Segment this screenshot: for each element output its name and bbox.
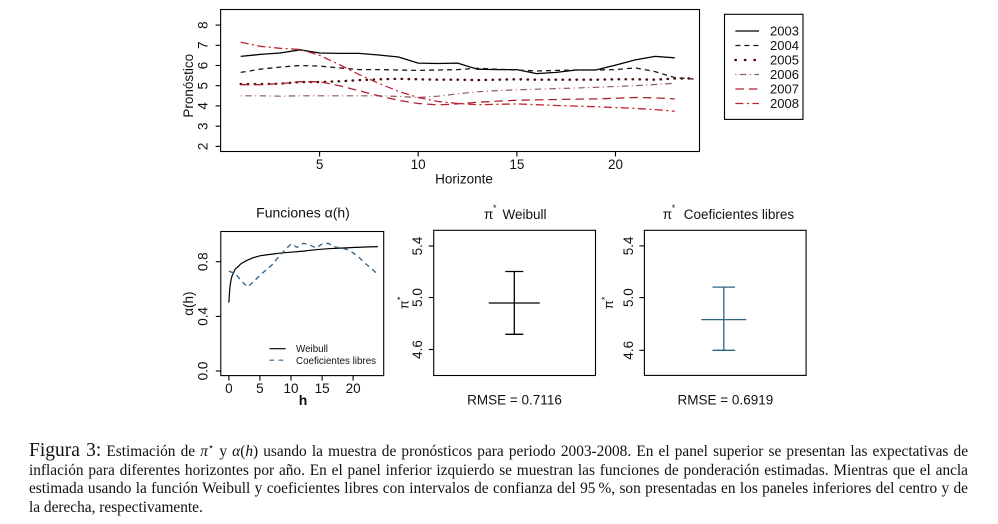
svg-text:Coeficientes libres: Coeficientes libres — [684, 207, 795, 222]
svg-text:RMSE = 0.7116: RMSE = 0.7116 — [467, 393, 562, 408]
svg-text:Funciones α(h): Funciones α(h) — [256, 205, 350, 221]
svg-text:10: 10 — [283, 381, 298, 396]
svg-text:*: * — [493, 203, 497, 213]
svg-text:2004: 2004 — [770, 38, 799, 53]
svg-text:20: 20 — [346, 381, 361, 396]
svg-text:0.0: 0.0 — [195, 362, 210, 381]
svg-text:6: 6 — [195, 62, 210, 70]
svg-text:2005: 2005 — [770, 53, 799, 68]
svg-text:Pronóstico: Pronóstico — [181, 54, 196, 118]
svg-text:5.0: 5.0 — [410, 288, 425, 307]
svg-text:5: 5 — [316, 157, 324, 172]
svg-text:5: 5 — [256, 381, 264, 396]
svg-text:*: * — [672, 203, 676, 213]
svg-text:α(h): α(h) — [181, 291, 196, 315]
svg-text:8: 8 — [195, 21, 210, 29]
svg-text:15: 15 — [509, 157, 524, 172]
svg-text:3: 3 — [195, 122, 210, 130]
svg-text:2: 2 — [195, 143, 210, 151]
svg-text:5.4: 5.4 — [621, 236, 636, 255]
svg-text:π: π — [663, 207, 672, 222]
svg-text:Horizonte: Horizonte — [435, 172, 493, 187]
svg-text:0: 0 — [225, 381, 233, 396]
svg-text:2006: 2006 — [770, 67, 799, 82]
svg-text:15: 15 — [315, 381, 330, 396]
svg-text:2008: 2008 — [770, 96, 799, 111]
svg-text:4: 4 — [195, 102, 210, 110]
svg-text:Coeficientes libres: Coeficientes libres — [296, 356, 376, 367]
svg-text:4.6: 4.6 — [410, 340, 425, 359]
svg-text:5.4: 5.4 — [410, 236, 425, 255]
svg-text:0.4: 0.4 — [195, 307, 210, 326]
svg-text:5: 5 — [195, 82, 210, 90]
svg-text:7: 7 — [195, 42, 210, 50]
svg-text:2007: 2007 — [770, 82, 799, 97]
svg-text:5.0: 5.0 — [621, 288, 636, 307]
svg-text:h: h — [299, 392, 308, 408]
svg-text:2003: 2003 — [770, 24, 799, 39]
svg-text:0.8: 0.8 — [195, 252, 210, 271]
svg-text:Weibull: Weibull — [503, 207, 547, 222]
svg-text:π: π — [484, 207, 493, 222]
svg-text:Weibull: Weibull — [296, 344, 328, 355]
svg-text:10: 10 — [411, 157, 426, 172]
svg-text:RMSE = 0.6919: RMSE = 0.6919 — [678, 393, 774, 408]
svg-text:20: 20 — [608, 157, 623, 172]
svg-text:4.6: 4.6 — [621, 341, 636, 360]
